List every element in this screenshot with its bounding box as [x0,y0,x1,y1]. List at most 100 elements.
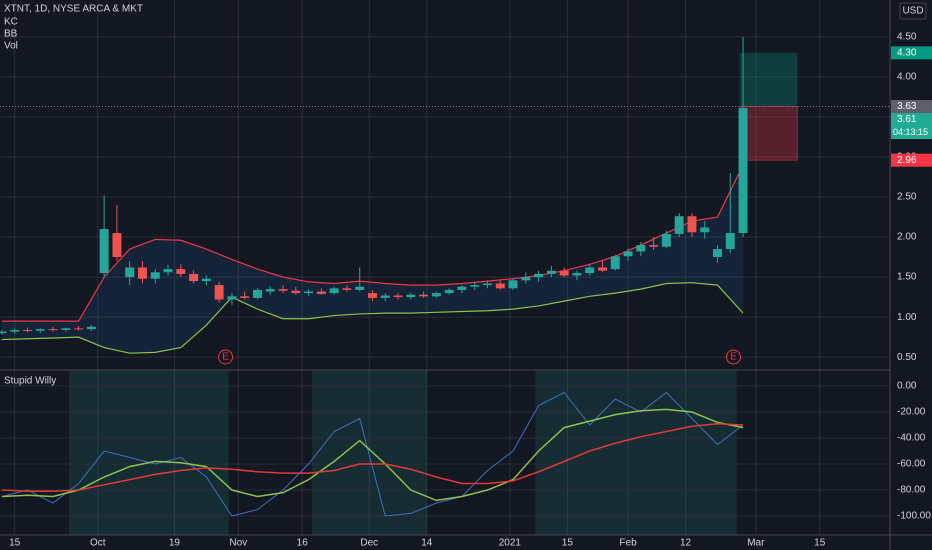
y-tick-label: 1.50 [897,272,917,283]
x-tick-label: 15 [9,538,21,549]
candle-body [61,328,71,330]
candle-body [112,233,122,258]
candle-body [713,249,722,258]
candle-body [99,229,109,274]
y-tick-label: -40.00 [897,433,926,444]
candle-body [201,278,211,282]
candle-body [189,273,199,282]
candle-body [150,272,160,279]
candle-body [86,326,96,330]
candle-body [265,289,275,292]
y-tick-label: -20.00 [897,407,926,418]
x-tick-label: 15 [814,538,826,549]
y-tick-label: -80.00 [897,485,926,496]
event-label: E [730,352,737,363]
x-tick-label: Oct [90,538,106,549]
candle-body [623,251,633,257]
candle-body [610,256,620,270]
x-tick-label: Dec [360,538,378,549]
x-tick-label: 16 [297,538,309,549]
currency[interactable]: USD [902,6,923,17]
x-tick-label: 19 [169,538,181,549]
candle-body [240,296,250,298]
candle-body [291,290,301,294]
event-marker [725,349,741,365]
x-tick-label: 14 [421,538,433,549]
candle-body [674,216,684,234]
indicator-line [1,408,744,502]
candle-body [316,291,326,294]
candle-body [393,295,403,298]
candle-body [368,293,377,298]
candle-body [406,294,416,298]
signal-zone [311,370,427,535]
candle-body [661,233,671,247]
stop-zone [739,106,798,161]
candle-body [457,286,467,290]
candle-body [687,216,697,233]
candle-body [10,329,20,332]
candle-body [74,328,84,330]
candle-body [329,288,339,294]
candle-body [470,285,480,287]
candle-body [214,285,224,300]
candle-body [559,270,569,276]
indicator: BB [4,29,18,40]
candle-body [738,108,748,234]
candle-body [534,273,544,278]
candle-body [700,227,710,233]
candle-body [278,289,288,291]
indicator-line [1,422,744,493]
candle-body [253,289,262,298]
y-tick-label: 2.00 [897,232,917,243]
signal-zone [535,370,737,535]
price-tag [891,153,932,167]
candle-body [342,288,352,290]
candle-body [598,267,607,271]
x-tick-label: 15 [562,538,574,549]
candle-body [483,283,492,286]
candle-body [508,280,518,289]
signal-zone [69,370,229,535]
x-tick-label: Nov [229,538,247,549]
y-tick-label: 0.00 [897,381,917,392]
price-tag [891,113,932,140]
candle-body [163,269,173,273]
candle-body [636,245,646,252]
y-tick-label: 4.00 [897,72,917,83]
currency-box[interactable] [899,2,927,20]
target-zone [739,52,798,107]
candle-body [125,267,135,278]
candle-body [725,233,735,250]
y-tick-label: 2.50 [897,192,917,203]
x-tick-label: 12 [680,538,692,549]
candle-body [444,289,454,294]
indicator: KC [4,17,18,28]
y-tick-label: 0.50 [897,352,917,363]
indicator: Vol [4,41,18,52]
candle-body [227,296,237,300]
candle-body [546,270,556,274]
candle-body [304,291,314,294]
band-fill [1,164,744,354]
candle-body [35,329,45,331]
symbol: XTNT, 1D, NYSE ARCA & MKT [4,4,143,15]
candle-body [0,331,7,334]
candle-body [23,329,32,331]
price-tag [891,100,932,114]
candle-body [572,273,582,276]
x-tick-label: Mar [747,538,765,549]
band-lower [1,282,744,354]
y-tick-label: -100.00 [897,511,931,522]
price-tag [891,46,932,60]
y-tick-label: -60.00 [897,459,926,470]
indicator-title: Stupid Willy [4,376,56,387]
event-marker [218,349,234,365]
candle-body [495,283,505,289]
y-tick-label: 1.00 [897,312,917,323]
indicator-line [1,391,744,517]
band-upper [1,164,744,322]
countdown: 04:13:15 [893,127,928,137]
